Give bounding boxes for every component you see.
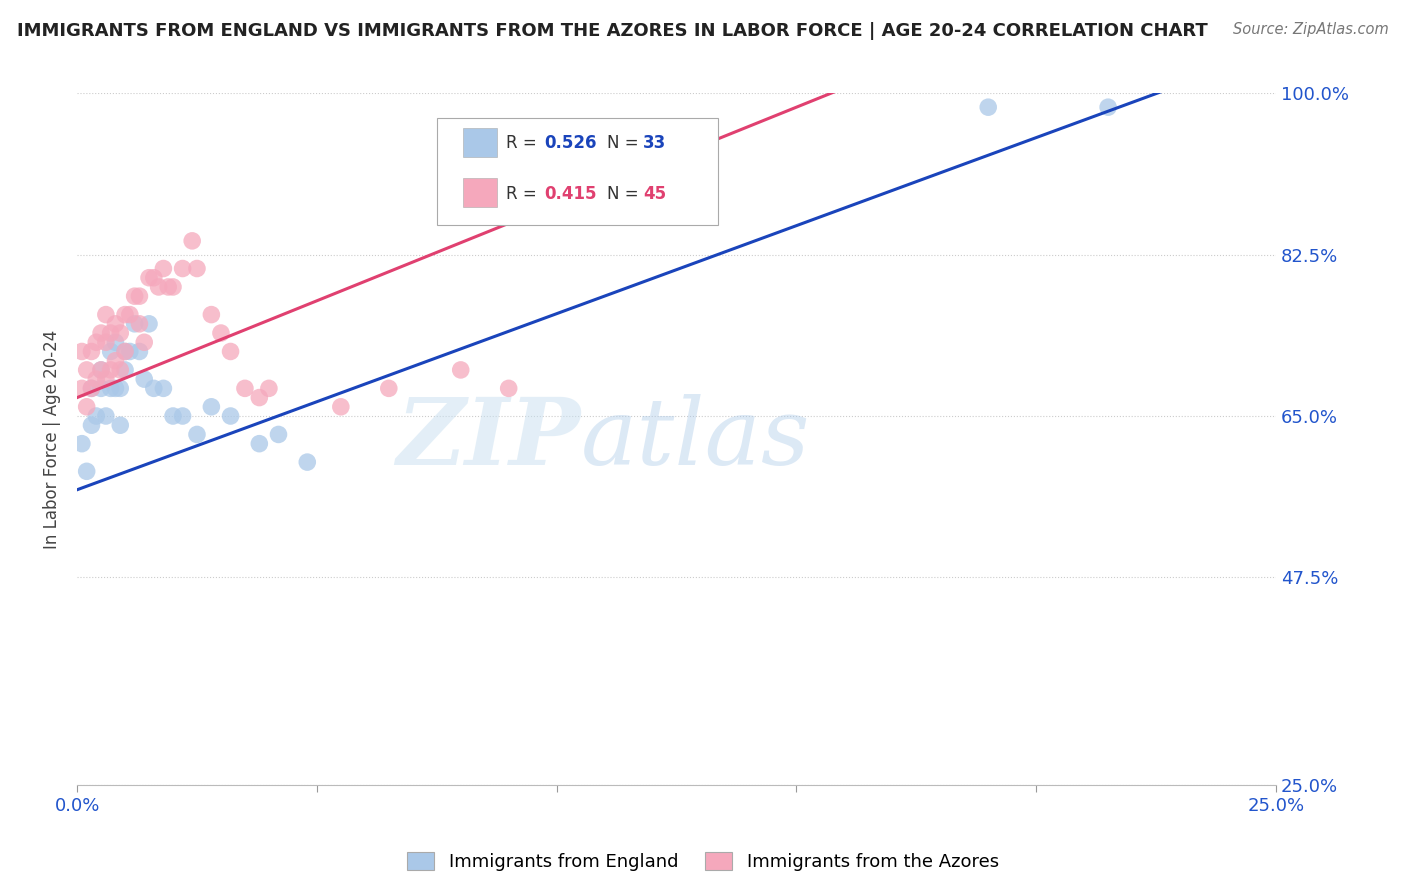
Point [138, 317, 160, 331]
Point [186, 261, 208, 276]
Point [90, 363, 112, 377]
Point [297, 455, 319, 469]
Point [138, 270, 160, 285]
Point [172, 261, 194, 276]
Text: N =: N = [607, 185, 644, 202]
Text: 0.526: 0.526 [544, 135, 598, 153]
Point [200, 308, 222, 322]
Point [181, 234, 204, 248]
Point [162, 280, 184, 294]
Point [977, 100, 1000, 114]
Point [498, 381, 520, 395]
Point [157, 280, 180, 294]
Point [247, 436, 270, 450]
Y-axis label: In Labor Force | Age 20-24: In Labor Force | Age 20-24 [44, 329, 60, 549]
Point [128, 344, 150, 359]
Point [219, 409, 242, 423]
Point [104, 353, 127, 368]
Point [134, 372, 156, 386]
Point [378, 381, 401, 395]
Point [186, 427, 208, 442]
Point [142, 381, 165, 395]
Point [233, 381, 256, 395]
Point [247, 391, 270, 405]
Point [90, 363, 112, 377]
Point [100, 344, 122, 359]
Point [80, 418, 103, 433]
Point [124, 289, 146, 303]
Text: IMMIGRANTS FROM ENGLAND VS IMMIGRANTS FROM THE AZORES IN LABOR FORCE | AGE 20-24: IMMIGRANTS FROM ENGLAND VS IMMIGRANTS FR… [17, 22, 1208, 40]
Point [94, 372, 117, 386]
Point [104, 335, 127, 350]
Text: atlas: atlas [581, 394, 810, 484]
Point [76, 363, 98, 377]
Point [114, 308, 136, 322]
Point [162, 409, 184, 423]
Point [128, 317, 150, 331]
Point [90, 326, 112, 340]
Point [142, 270, 165, 285]
Point [124, 317, 146, 331]
Point [104, 317, 127, 331]
Point [118, 308, 141, 322]
Text: R =: R = [506, 185, 543, 202]
Text: N =: N = [607, 135, 644, 153]
Text: ZIP: ZIP [396, 394, 581, 484]
Point [110, 418, 132, 433]
Point [110, 326, 132, 340]
Point [114, 344, 136, 359]
Point [100, 363, 122, 377]
FancyBboxPatch shape [463, 178, 496, 208]
Point [70, 344, 93, 359]
Point [172, 409, 194, 423]
Point [104, 381, 127, 395]
Point [84, 372, 107, 386]
Point [100, 326, 122, 340]
Point [94, 308, 117, 322]
Point [76, 400, 98, 414]
FancyBboxPatch shape [437, 118, 718, 225]
Point [219, 344, 242, 359]
Point [90, 381, 112, 395]
Point [80, 344, 103, 359]
Point [70, 436, 93, 450]
Point [128, 289, 150, 303]
Point [100, 381, 122, 395]
Point [84, 409, 107, 423]
Point [110, 363, 132, 377]
Point [80, 381, 103, 395]
Point [450, 363, 472, 377]
Point [329, 400, 352, 414]
Point [110, 381, 132, 395]
Point [94, 409, 117, 423]
Point [152, 261, 174, 276]
FancyBboxPatch shape [463, 128, 496, 157]
Point [84, 335, 107, 350]
Point [76, 464, 98, 478]
Point [200, 400, 222, 414]
Point [118, 344, 141, 359]
Point [257, 381, 280, 395]
Text: R =: R = [506, 135, 543, 153]
Point [134, 335, 156, 350]
Text: Source: ZipAtlas.com: Source: ZipAtlas.com [1233, 22, 1389, 37]
Point [148, 280, 170, 294]
Text: 45: 45 [643, 185, 666, 202]
Point [94, 335, 117, 350]
Point [114, 363, 136, 377]
Text: 33: 33 [643, 135, 666, 153]
Point [70, 381, 93, 395]
Point [152, 381, 174, 395]
Legend: Immigrants from England, Immigrants from the Azores: Immigrants from England, Immigrants from… [399, 845, 1007, 879]
Point [267, 427, 290, 442]
Point [1097, 100, 1119, 114]
Point [114, 344, 136, 359]
Point [80, 381, 103, 395]
Point [209, 326, 232, 340]
Text: 0.415: 0.415 [544, 185, 598, 202]
